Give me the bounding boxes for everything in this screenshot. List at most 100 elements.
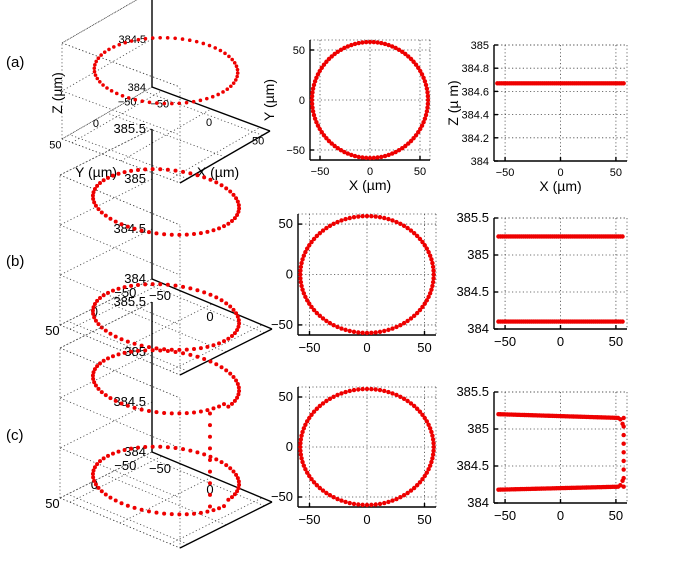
data-point <box>621 441 626 446</box>
x-axis-label: X (µm) <box>197 164 239 180</box>
data-point <box>92 380 97 385</box>
data-point <box>139 407 144 412</box>
data-point <box>217 506 222 511</box>
data-point <box>416 65 421 70</box>
data-point <box>420 304 425 310</box>
wall-grid <box>59 224 181 276</box>
data-point <box>364 502 370 508</box>
data-point <box>394 392 399 398</box>
data-point <box>99 390 104 395</box>
y-tick-label: 384.6 <box>461 86 489 98</box>
data-point <box>413 62 419 67</box>
data-point <box>125 224 130 229</box>
data-point <box>414 406 420 411</box>
data-point <box>229 334 234 339</box>
y-tick-label: −50 <box>118 96 137 108</box>
data-point <box>315 72 321 77</box>
data-point <box>91 468 96 473</box>
data-point <box>154 410 159 415</box>
data-point <box>165 445 170 450</box>
data-point <box>360 155 365 160</box>
data-point <box>424 86 430 91</box>
data-point <box>116 352 121 357</box>
data-point <box>98 361 103 366</box>
data-point <box>356 502 361 507</box>
y-tick-label: 385 <box>467 421 489 436</box>
data-point <box>207 423 212 428</box>
data-point <box>335 324 340 330</box>
data-point <box>198 409 203 414</box>
data-point <box>298 276 303 281</box>
data-point <box>181 169 186 174</box>
data-point <box>237 321 242 326</box>
data-point <box>345 44 350 49</box>
data-point <box>425 90 430 95</box>
floor-grid <box>67 320 188 372</box>
data-point <box>390 498 395 503</box>
data-point <box>431 276 436 281</box>
data-point <box>107 47 111 52</box>
data-point <box>309 304 314 310</box>
data-point <box>367 155 373 161</box>
data-point <box>158 35 162 40</box>
data-point <box>398 322 403 328</box>
data-point <box>419 123 425 128</box>
x-axis-label: X (µm) <box>539 178 581 194</box>
data-point <box>181 284 186 289</box>
x-tick-label: −50 <box>311 166 330 178</box>
data-point <box>425 94 431 99</box>
x-tick-label: 0 <box>206 482 213 497</box>
data-point <box>191 99 196 104</box>
data-point <box>162 347 167 352</box>
data-point <box>229 401 234 406</box>
x-tick-label: 50 <box>610 167 622 179</box>
wall-grid <box>59 347 181 399</box>
data-point <box>162 101 167 106</box>
data-point <box>177 512 182 517</box>
data-point <box>317 230 323 236</box>
data-point <box>386 42 391 48</box>
data-point <box>377 214 383 220</box>
x-tick-label: 50 <box>252 135 264 147</box>
data-point <box>95 364 100 369</box>
data-point <box>91 475 96 480</box>
x-tick-label: −50 <box>298 340 320 355</box>
y-tick-label: 385.5 <box>456 384 489 399</box>
data-point <box>93 318 98 323</box>
data-point <box>143 167 148 172</box>
data-point <box>205 344 210 349</box>
data-point <box>364 213 370 219</box>
wall-grid <box>59 324 181 376</box>
data-point <box>216 92 220 97</box>
x-tick-label: 50 <box>417 340 431 355</box>
data-point <box>311 307 317 313</box>
data-point <box>382 388 387 394</box>
data-point <box>93 73 98 77</box>
data-point <box>222 402 226 407</box>
data-point <box>411 230 417 236</box>
data-point <box>335 146 340 151</box>
data-point <box>146 345 151 350</box>
data-point <box>356 330 361 335</box>
data-point <box>319 65 324 70</box>
data-point <box>219 365 224 370</box>
data-point <box>93 482 98 487</box>
data-point <box>369 386 374 392</box>
data-point <box>324 490 329 496</box>
data-point <box>408 138 414 144</box>
data-point <box>150 36 155 40</box>
data-point <box>621 415 626 421</box>
data-point <box>236 318 241 323</box>
data-point <box>129 446 134 451</box>
data-point <box>98 459 103 464</box>
data-point <box>235 67 240 72</box>
data-point <box>226 404 231 409</box>
data-point <box>375 40 380 45</box>
data-point <box>202 175 207 180</box>
wall-grid <box>59 274 181 326</box>
data-point <box>95 183 100 188</box>
data-point <box>195 450 200 455</box>
x-tick-label: −50 <box>150 99 169 111</box>
data-point <box>228 466 233 471</box>
data-point <box>369 502 374 508</box>
